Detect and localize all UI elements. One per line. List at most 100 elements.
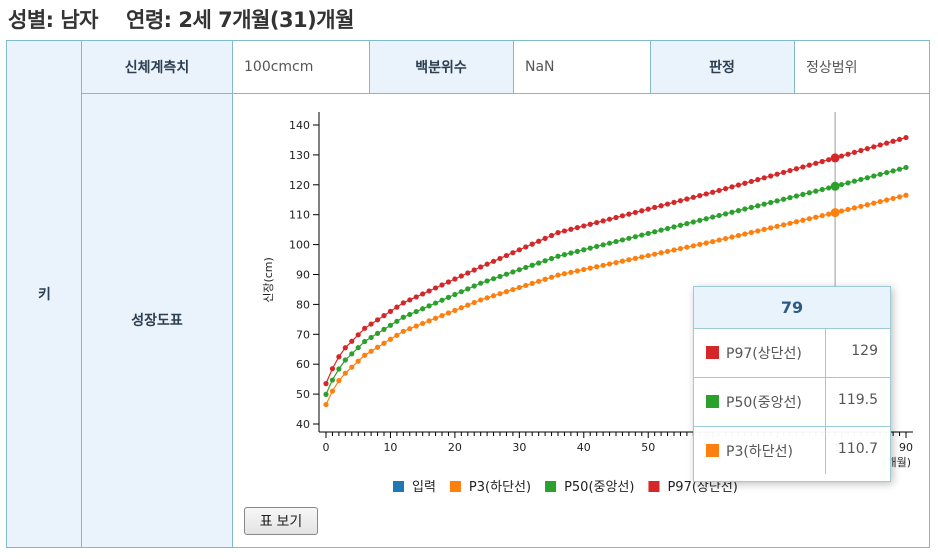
data-point	[465, 270, 471, 276]
data-point	[555, 253, 561, 259]
data-point	[645, 206, 651, 212]
data-point	[671, 247, 677, 253]
data-point	[349, 351, 355, 357]
data-point	[903, 192, 909, 198]
data-point	[503, 271, 510, 277]
p97-swatch-icon	[706, 346, 719, 359]
data-point	[574, 248, 580, 254]
divider	[825, 427, 826, 474]
data-point	[677, 198, 684, 204]
data-point	[529, 280, 535, 286]
data-point	[490, 258, 497, 264]
data-point	[542, 235, 548, 241]
data-point	[548, 232, 555, 239]
data-point	[413, 294, 419, 300]
legend-swatch-icon	[545, 481, 557, 492]
data-point	[568, 269, 574, 275]
data-point	[800, 164, 806, 170]
data-point	[703, 216, 709, 222]
data-point	[710, 214, 716, 220]
data-point	[845, 151, 851, 157]
data-point	[374, 317, 381, 323]
data-point	[503, 252, 510, 259]
chart-label-cell: 성장도표	[82, 93, 232, 547]
measure-label: 신체계측치	[124, 60, 190, 76]
data-point	[574, 268, 580, 274]
data-point	[355, 345, 361, 351]
data-point	[587, 221, 593, 227]
legend-label: P3(하단선)	[469, 480, 531, 495]
data-point	[800, 191, 806, 197]
data-point	[838, 153, 845, 159]
data-point	[652, 251, 658, 257]
judgement-value-cell: 정상범위	[794, 41, 929, 93]
data-point	[684, 221, 690, 227]
divider	[369, 41, 370, 93]
data-point	[458, 273, 464, 279]
data-point	[484, 295, 490, 301]
hover-point	[830, 208, 840, 218]
legend-swatch-icon	[393, 481, 404, 492]
data-point	[497, 255, 503, 262]
data-point	[871, 144, 877, 150]
data-point	[407, 326, 413, 332]
data-point	[536, 260, 542, 266]
y-tick-label: 50	[296, 388, 310, 401]
data-point	[336, 366, 342, 372]
chart-tooltip: 79 P97(상단선) 129 P50(중앙선) 119.5 P3(하단선) 1…	[693, 286, 891, 482]
data-point	[716, 187, 722, 194]
data-point	[703, 191, 709, 197]
data-point	[600, 218, 606, 224]
data-point	[838, 208, 845, 214]
data-point	[400, 328, 406, 334]
y-tick-label: 110	[289, 209, 310, 222]
data-point	[497, 273, 503, 280]
hover-point	[830, 153, 840, 163]
data-point	[594, 243, 600, 250]
data-point	[581, 266, 587, 273]
gender-label: 성별: 남자	[8, 8, 99, 32]
data-point	[594, 264, 600, 270]
x-tick-label: 0	[323, 441, 330, 454]
data-point	[697, 217, 703, 223]
data-point	[484, 278, 490, 284]
data-point	[632, 234, 638, 240]
data-point	[793, 166, 800, 172]
data-point	[548, 274, 555, 280]
data-point	[716, 212, 722, 219]
data-point	[516, 284, 522, 291]
divider	[650, 41, 651, 93]
data-point	[639, 254, 645, 260]
data-point	[426, 288, 432, 294]
measure-header-cell: 신체계측치	[82, 41, 232, 93]
divider	[513, 41, 514, 93]
data-point	[626, 211, 632, 217]
data-point	[877, 198, 883, 205]
data-point	[896, 194, 903, 200]
data-point	[536, 238, 542, 244]
data-point	[478, 297, 484, 303]
data-point	[355, 332, 361, 338]
data-point	[445, 310, 452, 316]
data-point	[838, 181, 845, 188]
data-point	[581, 223, 587, 229]
data-point	[349, 364, 355, 370]
data-point	[645, 252, 651, 259]
measure-value: 100cmcm	[244, 59, 314, 75]
data-point	[813, 160, 819, 166]
data-point	[458, 289, 464, 295]
data-point	[793, 219, 800, 225]
data-point	[845, 206, 851, 213]
data-point	[851, 149, 858, 155]
data-point	[652, 204, 658, 211]
y-tick-label: 90	[296, 269, 310, 282]
data-point	[677, 222, 684, 228]
data-point	[342, 345, 348, 351]
data-point	[600, 242, 606, 248]
tooltip-row: P50(중앙선) 119.5	[694, 378, 890, 427]
show-table-button[interactable]: 표 보기	[244, 507, 318, 535]
data-point	[858, 176, 864, 183]
data-point	[787, 167, 793, 174]
data-point	[490, 276, 497, 282]
data-point	[439, 282, 445, 288]
